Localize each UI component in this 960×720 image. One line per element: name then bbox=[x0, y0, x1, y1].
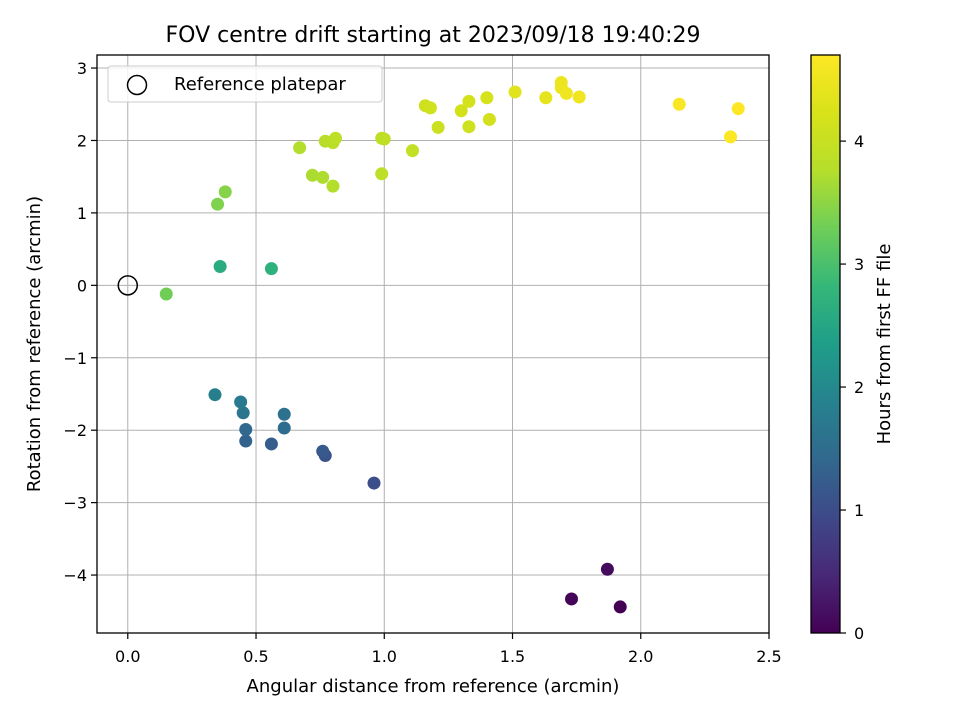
reference-point-marker bbox=[117, 275, 139, 296]
data-point bbox=[208, 388, 222, 402]
data-point bbox=[377, 132, 391, 146]
data-point bbox=[454, 104, 468, 118]
colorbar-ticks: 0 1 2 3 4 bbox=[840, 132, 864, 643]
data-point bbox=[239, 422, 253, 436]
data-point bbox=[480, 91, 494, 105]
data-point bbox=[234, 395, 248, 409]
data-point bbox=[462, 120, 476, 134]
y-tick-label: −4 bbox=[63, 566, 87, 585]
colorbar-tick-label: 1 bbox=[854, 501, 864, 520]
data-point bbox=[218, 185, 232, 199]
y-tick-label: 0 bbox=[77, 276, 87, 295]
data-point bbox=[211, 197, 225, 211]
x-tick-label: 2.0 bbox=[628, 647, 653, 666]
x-axis: 0.0 0.5 1.0 1.5 2.0 2.5 bbox=[115, 633, 782, 666]
data-point bbox=[724, 130, 738, 144]
x-tick-label: 1.5 bbox=[500, 647, 525, 666]
data-point bbox=[159, 287, 173, 301]
colorbar-gradient bbox=[810, 54, 841, 634]
data-point bbox=[293, 141, 307, 155]
legend: Reference platepar bbox=[107, 65, 383, 103]
data-point bbox=[236, 406, 250, 420]
colorbar-tick-label: 4 bbox=[854, 132, 864, 151]
x-tick-label: 1.0 bbox=[372, 647, 397, 666]
data-point bbox=[600, 562, 614, 576]
data-point bbox=[367, 476, 381, 490]
legend-reference-marker bbox=[126, 74, 148, 96]
data-point bbox=[277, 421, 291, 435]
data-point bbox=[375, 167, 389, 181]
data-point bbox=[613, 600, 627, 614]
data-point bbox=[559, 86, 573, 100]
data-point bbox=[316, 444, 330, 458]
x-tick-label: 0.5 bbox=[243, 647, 268, 666]
y-tick-label: −3 bbox=[63, 494, 87, 513]
data-point bbox=[329, 131, 343, 145]
plot-frame bbox=[96, 54, 770, 634]
data-point bbox=[431, 120, 445, 134]
y-axis-label: Rotation from reference (arcmin) bbox=[24, 196, 45, 492]
y-tick-label: −2 bbox=[63, 421, 87, 440]
colorbar-label: Hours from first FF file bbox=[874, 244, 895, 445]
colorbar-tick-label: 3 bbox=[854, 255, 864, 274]
x-tick-label: 2.5 bbox=[756, 647, 781, 666]
data-point bbox=[423, 101, 437, 115]
reference-marker bbox=[117, 275, 139, 296]
data-point bbox=[405, 144, 419, 158]
data-point bbox=[731, 102, 745, 116]
y-tick-label: −1 bbox=[63, 349, 87, 368]
data-point bbox=[539, 91, 553, 105]
y-tick-label: 3 bbox=[77, 59, 87, 78]
y-tick-label: 1 bbox=[77, 204, 87, 223]
data-point bbox=[462, 94, 476, 108]
legend-entry-reference: Reference platepar bbox=[174, 74, 346, 95]
data-point bbox=[305, 168, 319, 182]
data-point bbox=[264, 437, 278, 451]
y-axis: −4 −3 −2 −1 0 1 2 3 bbox=[63, 59, 97, 585]
grid bbox=[97, 55, 770, 633]
legend-box bbox=[107, 65, 383, 103]
colorbar-tick-label: 2 bbox=[854, 378, 864, 397]
data-point bbox=[264, 262, 278, 276]
data-point bbox=[239, 434, 253, 448]
x-axis-label: Angular distance from reference (arcmin) bbox=[247, 676, 620, 697]
data-point bbox=[277, 407, 291, 421]
data-point bbox=[508, 85, 522, 99]
chart-title: FOV centre drift starting at 2023/09/18 … bbox=[166, 23, 701, 48]
data-point bbox=[213, 259, 227, 273]
data-point bbox=[326, 179, 340, 193]
data-point bbox=[565, 592, 579, 606]
y-tick-label: 2 bbox=[77, 131, 87, 150]
data-point bbox=[672, 97, 686, 111]
data-point bbox=[316, 170, 330, 184]
colorbar-tick-label: 0 bbox=[854, 624, 864, 643]
data-point bbox=[482, 112, 496, 126]
x-tick-label: 0.0 bbox=[115, 647, 140, 666]
colorbar: 0 1 2 3 4 Hours from first FF file bbox=[810, 54, 895, 643]
data-points bbox=[159, 76, 745, 614]
data-point bbox=[572, 90, 586, 104]
